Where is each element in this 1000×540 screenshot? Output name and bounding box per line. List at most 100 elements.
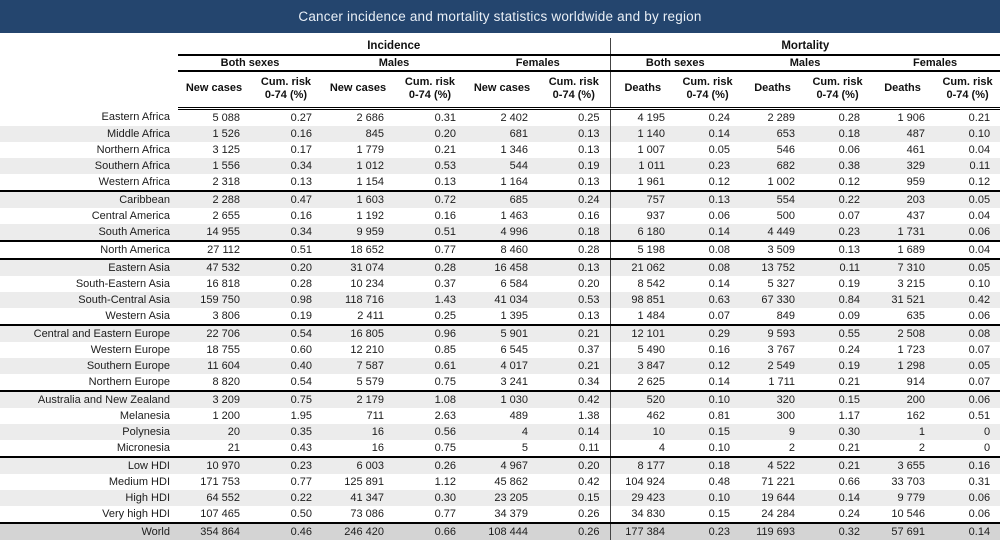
table-row: Central and Eastern Europe 22 706 0.54 16 8… <box>0 323 1000 342</box>
value-cell: 10 <box>609 423 676 440</box>
value-cell: 0.13 <box>290 175 312 188</box>
cum-risk-line2: 0-74 (%) <box>408 89 452 102</box>
value-cell: 0.13 <box>538 257 611 276</box>
value-cell: 914 <box>906 375 926 388</box>
region-cell: Eastern Asia <box>0 257 178 276</box>
value-cell: 0.54 <box>290 375 312 388</box>
value-cell: 171 753 <box>200 475 240 488</box>
value-cell: 20 <box>227 425 240 438</box>
value-cell: 682 <box>776 159 796 172</box>
value-cell: 0.60 <box>290 343 312 356</box>
region-column-header <box>0 38 178 55</box>
value-cell: 0.37 <box>434 277 456 290</box>
value-cell: 4 <box>609 439 676 457</box>
measure-header-row: New cases Cum. risk 0-74 (%) New cases Cu… <box>0 71 1000 110</box>
value-cell: 1 689 <box>870 239 936 259</box>
value-cell: 0.18 <box>675 455 741 474</box>
value-cell: 0.53 <box>434 159 456 172</box>
cum-risk-header: Cum. risk 0-74 (%) <box>805 71 871 110</box>
region-cell: Micronesia <box>116 441 170 454</box>
table-row: Western Africa 2 318 0.13 1 154 0.13 1 164 0.1… <box>0 173 1000 191</box>
value-cell: 0.23 <box>675 521 741 540</box>
region-cell: Central America <box>91 209 170 222</box>
value-cell: 3 806 <box>212 309 240 322</box>
value-cell: 0.54 <box>250 323 322 342</box>
value-cell: 1.12 <box>434 475 456 488</box>
value-cell: 0.30 <box>434 491 456 504</box>
value-cell: 2 655 <box>212 209 240 222</box>
table-row: Micronesia 21 0.43 16 0.75 5 0.11 4 0.10 2 0.21 2 0 <box>0 439 1000 457</box>
value-cell: 0.05 <box>708 143 731 156</box>
table-row: Low HDI 10 970 0.23 6 003 0.26 4 967 0.20 8 177… <box>0 455 1000 474</box>
value-cell: 1 961 <box>609 173 676 191</box>
value-cell: 0.18 <box>578 225 600 238</box>
value-cell: 9 593 <box>740 323 806 342</box>
table-row: Western Europe 18 755 0.60 12 210 0.85 6 545 0… <box>0 341 1000 358</box>
value-cell: 0.42 <box>968 293 991 306</box>
value-cell: 2 179 <box>322 389 394 408</box>
table-row: Very high HDI 107 465 0.50 73 086 0.77 34 379… <box>0 505 1000 523</box>
table-row: Southern Africa 1 556 0.34 1 012 0.53 544 0.19… <box>0 157 1000 174</box>
deaths-header: Deaths <box>609 71 676 110</box>
value-cell: 0.31 <box>968 475 991 488</box>
cum-risk-header: Cum. risk 0-74 (%) <box>538 71 611 110</box>
value-cell: 500 <box>776 209 796 222</box>
value-cell: 0.46 <box>250 521 322 540</box>
value-cell: 1 779 <box>356 143 384 156</box>
new-cases-header: New cases <box>466 71 538 110</box>
value-cell: 1 395 <box>500 309 528 322</box>
value-cell: 0.11 <box>578 441 600 454</box>
value-cell: 0.10 <box>968 127 991 140</box>
value-cell: 3 209 <box>178 389 250 408</box>
value-cell: 1 164 <box>500 175 528 188</box>
value-cell: 2 289 <box>767 111 796 124</box>
value-cell: 1.17 <box>838 409 861 422</box>
value-cell: 0.07 <box>968 343 991 356</box>
table-row: Middle Africa 1 526 0.16 845 0.20 681 0.13 1 14… <box>0 125 1000 142</box>
value-cell: 0.75 <box>250 389 322 408</box>
value-cell: 0.19 <box>838 359 861 372</box>
page-title: Cancer incidence and mortality statistic… <box>298 9 702 24</box>
value-cell: 0.34 <box>290 159 312 172</box>
value-cell: 2 686 <box>356 111 384 124</box>
value-cell: 4 449 <box>767 225 796 238</box>
value-cell: 0.38 <box>838 159 861 172</box>
value-cell: 0.42 <box>538 389 611 408</box>
value-cell: 246 420 <box>322 521 394 540</box>
value-cell: 0.10 <box>968 277 991 290</box>
cum-risk-line1: Cum. risk <box>548 75 599 88</box>
table-row: South America 14 955 0.34 9 959 0.51 4 996 0.1… <box>0 223 1000 241</box>
value-cell: 0.21 <box>968 111 991 124</box>
value-cell: 1 723 <box>897 343 926 356</box>
value-cell: 554 <box>740 189 806 208</box>
value-cell: 0.14 <box>708 277 731 290</box>
value-cell: 11 604 <box>207 359 240 372</box>
region-cell: Western Africa <box>98 175 170 188</box>
value-cell: 0.24 <box>838 507 861 520</box>
value-cell: 0.16 <box>708 343 731 356</box>
value-cell: 2 508 <box>870 323 936 342</box>
value-cell: 4 017 <box>500 359 528 372</box>
value-cell: 0.22 <box>805 189 871 208</box>
value-cell: 8 177 <box>609 455 676 474</box>
value-cell: 0.21 <box>805 455 871 474</box>
value-cell: 0.84 <box>838 293 861 306</box>
value-cell: 0.77 <box>394 239 466 259</box>
value-cell: 685 <box>466 189 538 208</box>
value-cell: 0.16 <box>935 455 1000 474</box>
value-cell: 0.07 <box>968 375 991 388</box>
region-column-header <box>0 55 178 71</box>
value-cell: 0.98 <box>290 293 312 306</box>
value-cell: 7 310 <box>870 257 936 276</box>
value-cell: 0.47 <box>250 189 322 208</box>
incidence-females-header: Females <box>466 55 611 72</box>
value-cell: 0.96 <box>394 323 466 342</box>
value-cell: 757 <box>609 189 676 208</box>
value-cell: 34 830 <box>609 505 676 523</box>
value-cell: 0.23 <box>708 159 731 172</box>
value-cell: 18 755 <box>206 343 240 356</box>
value-cell: 6 180 <box>609 223 676 241</box>
value-cell: 5 <box>521 441 528 454</box>
value-cell: 0.07 <box>708 309 731 322</box>
value-cell: 0.06 <box>968 491 991 504</box>
